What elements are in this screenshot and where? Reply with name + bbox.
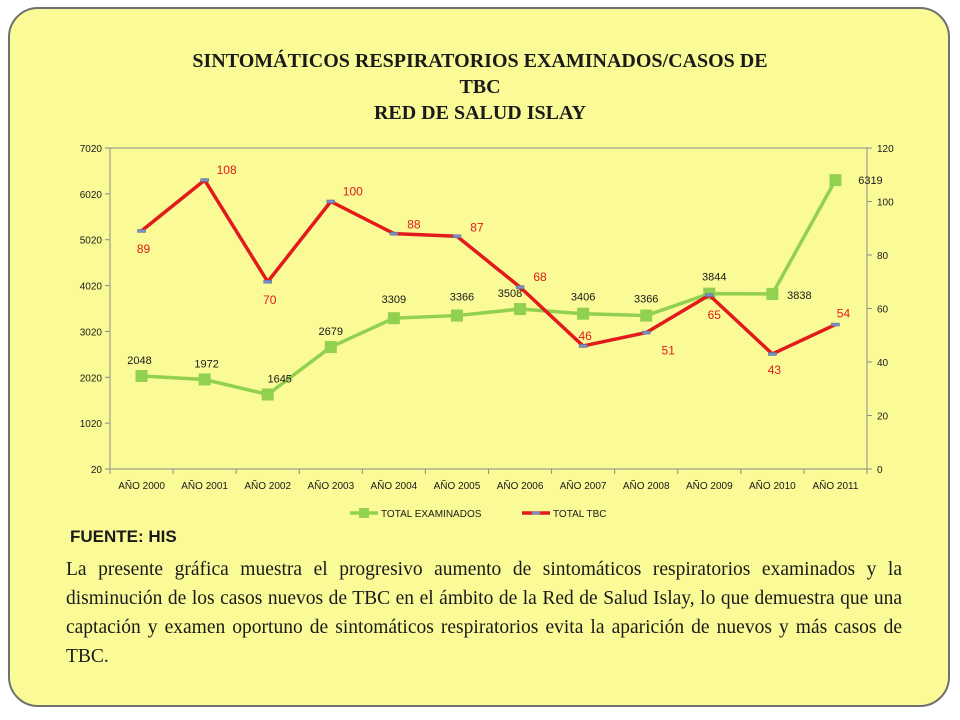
data-point-total-examinados bbox=[261, 388, 274, 401]
data-label-total-examinados: 6319 bbox=[858, 175, 882, 187]
legend-label-total-examinados: TOTAL EXAMINADOS bbox=[381, 509, 482, 520]
x-tick-label: AÑO 2006 bbox=[497, 479, 544, 492]
data-point-total-examinados bbox=[577, 307, 590, 320]
data-label-total-tbc: 70 bbox=[263, 293, 277, 307]
data-point-total-tbc bbox=[705, 293, 714, 297]
x-tick-label: AÑO 2009 bbox=[686, 479, 733, 492]
data-label-total-examinados: 3406 bbox=[571, 292, 595, 304]
y-left-tick-label: 1020 bbox=[80, 419, 103, 430]
data-label-total-tbc: 51 bbox=[662, 344, 676, 358]
data-point-total-tbc bbox=[452, 234, 462, 239]
data-label-total-examinados: 1645 bbox=[267, 373, 291, 385]
y-right-tick-label: 40 bbox=[877, 358, 889, 369]
x-tick-label: AÑO 2011 bbox=[812, 479, 858, 492]
y-right-tick-label: 0 bbox=[877, 465, 883, 476]
data-point-total-examinados bbox=[324, 341, 337, 354]
data-label-total-tbc: 68 bbox=[533, 270, 547, 284]
plot-area-frame bbox=[109, 147, 868, 470]
x-tick-label: AÑO 2005 bbox=[434, 479, 481, 492]
x-tick-label: AÑO 2001 bbox=[181, 479, 228, 492]
slide-background bbox=[8, 7, 950, 707]
data-label-total-tbc: 46 bbox=[578, 329, 592, 343]
data-point-total-tbc bbox=[515, 285, 525, 289]
data-point-total-examinados bbox=[766, 287, 779, 300]
data-point-total-tbc bbox=[263, 280, 272, 284]
data-point-total-examinados bbox=[387, 312, 400, 325]
legend-label-total-tbc: TOTAL TBC bbox=[553, 509, 607, 520]
data-label-total-examinados: 3366 bbox=[634, 294, 658, 306]
y-right-tick-label: 100 bbox=[877, 198, 894, 209]
data-point-total-tbc bbox=[200, 178, 209, 182]
data-label-total-examinados: 3508 bbox=[498, 288, 522, 300]
chart-title: SINTOMÁTICOS RESPIRATORIOS EXAMINADOS/CA… bbox=[0, 48, 960, 126]
data-label-total-examinados: 3838 bbox=[787, 290, 811, 302]
data-label-total-examinados: 1972 bbox=[194, 358, 218, 370]
data-point-total-examinados bbox=[514, 303, 527, 316]
y-left-tick-label: 7020 bbox=[80, 144, 103, 155]
y-right-tick-label: 60 bbox=[877, 305, 889, 316]
data-label-total-tbc: 89 bbox=[137, 242, 151, 256]
y-left-tick-label: 6020 bbox=[80, 190, 103, 201]
data-point-total-tbc bbox=[831, 322, 840, 327]
data-point-total-tbc bbox=[641, 330, 651, 335]
legend-marker-total-tbc bbox=[532, 511, 540, 515]
data-label-total-tbc: 65 bbox=[708, 308, 722, 322]
data-point-total-examinados bbox=[135, 370, 148, 383]
series-line-total-examinados bbox=[141, 179, 837, 397]
x-tick-label: AÑO 2004 bbox=[371, 479, 418, 492]
data-label-total-tbc: 108 bbox=[217, 163, 237, 177]
data-label-total-tbc: 87 bbox=[470, 220, 484, 234]
x-tick-label: AÑO 2008 bbox=[623, 479, 670, 492]
data-label-total-tbc: 100 bbox=[343, 185, 363, 199]
data-point-total-tbc bbox=[578, 344, 588, 348]
data-label-total-tbc: 88 bbox=[407, 218, 421, 232]
chart-title-line-2: TBC bbox=[459, 76, 501, 98]
series-line-total-tbc bbox=[140, 178, 837, 356]
data-label-total-examinados: 3366 bbox=[450, 292, 474, 304]
data-label-total-examinados: 3309 bbox=[382, 294, 406, 306]
y-right-tick-label: 80 bbox=[877, 251, 889, 262]
data-point-total-tbc bbox=[768, 352, 777, 356]
data-point-total-tbc bbox=[137, 229, 146, 233]
y-left-tick-label: 5020 bbox=[80, 236, 103, 247]
data-label-total-tbc: 43 bbox=[768, 363, 782, 377]
x-tick-label: AÑO 2000 bbox=[118, 479, 165, 492]
data-point-total-examinados bbox=[198, 373, 211, 386]
x-tick-label: AÑO 2007 bbox=[560, 479, 607, 492]
y-left-tick-label: 2020 bbox=[80, 373, 103, 384]
data-label-total-examinados: 2679 bbox=[319, 326, 343, 338]
x-tick-label: AÑO 2010 bbox=[749, 479, 796, 492]
source-label: FUENTE: HIS bbox=[70, 527, 177, 546]
data-label-total-tbc: 54 bbox=[837, 307, 851, 321]
y-left-tick-label: 3020 bbox=[80, 327, 103, 338]
chart-title-line-3: RED DE SALUD ISLAY bbox=[373, 102, 587, 124]
data-label-total-examinados: 3844 bbox=[702, 272, 726, 284]
x-tick-label: AÑO 2003 bbox=[307, 479, 354, 492]
data-label-total-examinados: 2048 bbox=[127, 355, 151, 367]
data-point-total-tbc bbox=[326, 199, 336, 204]
data-point-total-tbc bbox=[389, 231, 399, 236]
chart-title-line-1: SINTOMÁTICOS RESPIRATORIOS EXAMINADOS/CA… bbox=[192, 50, 768, 72]
y-right-tick-label: 120 bbox=[877, 144, 894, 155]
y-left-tick-label: 4020 bbox=[80, 282, 103, 293]
data-point-total-examinados bbox=[640, 309, 653, 322]
legend-marker-total-examinados bbox=[359, 508, 369, 518]
x-tick-label: AÑO 2002 bbox=[244, 479, 291, 492]
y-left-tick-label: 20 bbox=[91, 465, 103, 476]
data-point-total-examinados bbox=[829, 174, 842, 187]
y-right-tick-label: 20 bbox=[877, 412, 889, 423]
chart-caption: La presente gráfica muestra el progresiv… bbox=[66, 559, 902, 667]
data-point-total-examinados bbox=[450, 309, 463, 322]
